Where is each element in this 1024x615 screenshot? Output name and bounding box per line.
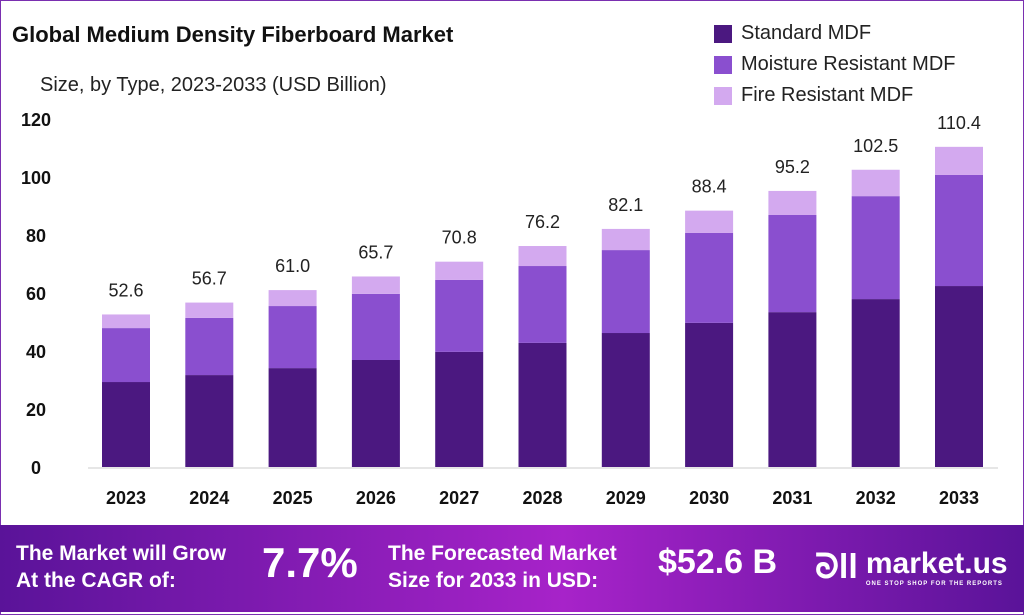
y-tick-label: 0 <box>31 458 41 478</box>
bar-segment <box>351 359 400 467</box>
y-tick-label: 60 <box>26 284 46 304</box>
forecast-label: The Forecasted Market Size for 2033 in U… <box>388 542 617 592</box>
bar-segment <box>185 302 234 318</box>
summary-banner: The Market will Grow At the CAGR of: 7.7… <box>0 525 1024 612</box>
data-label: 82.1 <box>608 195 643 215</box>
y-tick-label: 80 <box>26 226 46 246</box>
legend: Standard MDF Moisture Resistant MDF Fire… <box>714 18 956 111</box>
y-tick-label: 40 <box>26 342 46 362</box>
data-label: 76.2 <box>525 212 560 232</box>
x-tick-label: 2029 <box>606 488 646 508</box>
bar-segment <box>435 279 484 352</box>
legend-swatch <box>714 55 732 74</box>
cagr-label: The Market will Grow At the CAGR of: <box>16 542 227 592</box>
y-tick-label: 20 <box>26 400 46 420</box>
x-tick-label: 2026 <box>356 488 396 508</box>
x-tick-label: 2033 <box>939 488 979 508</box>
bar-segment <box>518 342 567 467</box>
data-label: 110.4 <box>937 113 981 133</box>
chart-title: Global Medium Density Fiberboard Market <box>12 22 454 47</box>
logo-tagline: ONE STOP SHOP FOR THE REPORTS <box>865 581 1003 587</box>
data-label: 95.2 <box>775 157 810 177</box>
legend-label: Moisture Resistant MDF <box>741 53 956 75</box>
legend-swatch <box>714 24 732 43</box>
data-label: 52.6 <box>108 280 143 300</box>
x-tick-label: 2028 <box>522 488 562 508</box>
bar-segment <box>268 306 317 369</box>
bar-segment <box>935 146 983 175</box>
bar-segment <box>601 333 650 467</box>
bar-segment <box>351 276 400 294</box>
x-tick-label: 2027 <box>439 488 479 508</box>
bar-segment <box>268 290 317 307</box>
x-tick-label: 2030 <box>689 488 729 508</box>
bar-segment <box>768 190 817 215</box>
bar-segment <box>851 196 900 300</box>
bar-segment <box>685 322 734 467</box>
bar-segment <box>102 382 150 467</box>
data-label: 61.0 <box>275 256 310 276</box>
logo-text: market.us <box>865 547 1008 580</box>
bar-segment <box>935 286 983 467</box>
y-tick-label: 120 <box>21 110 51 130</box>
bar-segment <box>851 299 900 467</box>
bar-segment <box>185 375 234 467</box>
bar-segment <box>601 250 650 334</box>
bar-segment <box>435 261 484 280</box>
bar-segment <box>185 317 234 376</box>
data-label: 65.7 <box>358 242 393 262</box>
legend-label: Standard MDF <box>741 22 872 44</box>
y-tick-label: 100 <box>21 168 51 188</box>
forecast-value: $52.6 B <box>658 543 778 581</box>
legend-swatch <box>714 86 732 105</box>
bar-segment <box>685 210 734 233</box>
bar-segment <box>935 174 983 287</box>
x-tick-label: 2025 <box>273 488 313 508</box>
bar-segment <box>518 246 567 267</box>
x-tick-label: 2032 <box>856 488 896 508</box>
logo-icon: ᘐll <box>815 547 858 586</box>
chart-subtitle: Size, by Type, 2023-2033 (USD Billion) <box>40 74 387 96</box>
bar-segment <box>851 169 900 197</box>
data-label: 102.5 <box>853 136 898 156</box>
data-label: 88.4 <box>692 177 727 197</box>
bar-chart: 0 20 40 60 80 100 120 52.6 2023 56.7 2024 61.0 2025 6… <box>21 110 998 508</box>
bar-segment <box>768 214 817 313</box>
bar-segment <box>435 351 484 467</box>
x-tick-label: 2024 <box>189 488 229 508</box>
legend-item: Fire Resistant MDF <box>714 80 956 111</box>
cagr-value: 7.7% <box>262 539 358 586</box>
bar-segment <box>685 232 734 323</box>
bar-segment <box>102 328 150 383</box>
legend-label: Fire Resistant MDF <box>741 84 914 106</box>
bar-segment <box>351 293 400 360</box>
bar-segment <box>601 228 650 251</box>
data-label: 70.8 <box>442 228 477 248</box>
legend-item: Moisture Resistant MDF <box>714 49 956 80</box>
x-tick-label: 2023 <box>106 488 146 508</box>
bar-segment <box>518 266 567 343</box>
legend-item: Standard MDF <box>714 18 956 49</box>
bar-segment <box>102 314 150 329</box>
data-label: 56.7 <box>192 269 227 289</box>
bar-segment <box>768 312 817 467</box>
bar-segment <box>268 368 317 467</box>
x-tick-label: 2031 <box>772 488 812 508</box>
logo: ᘐll market.us ONE STOP SHOP FOR THE REPORT… <box>815 547 1008 587</box>
